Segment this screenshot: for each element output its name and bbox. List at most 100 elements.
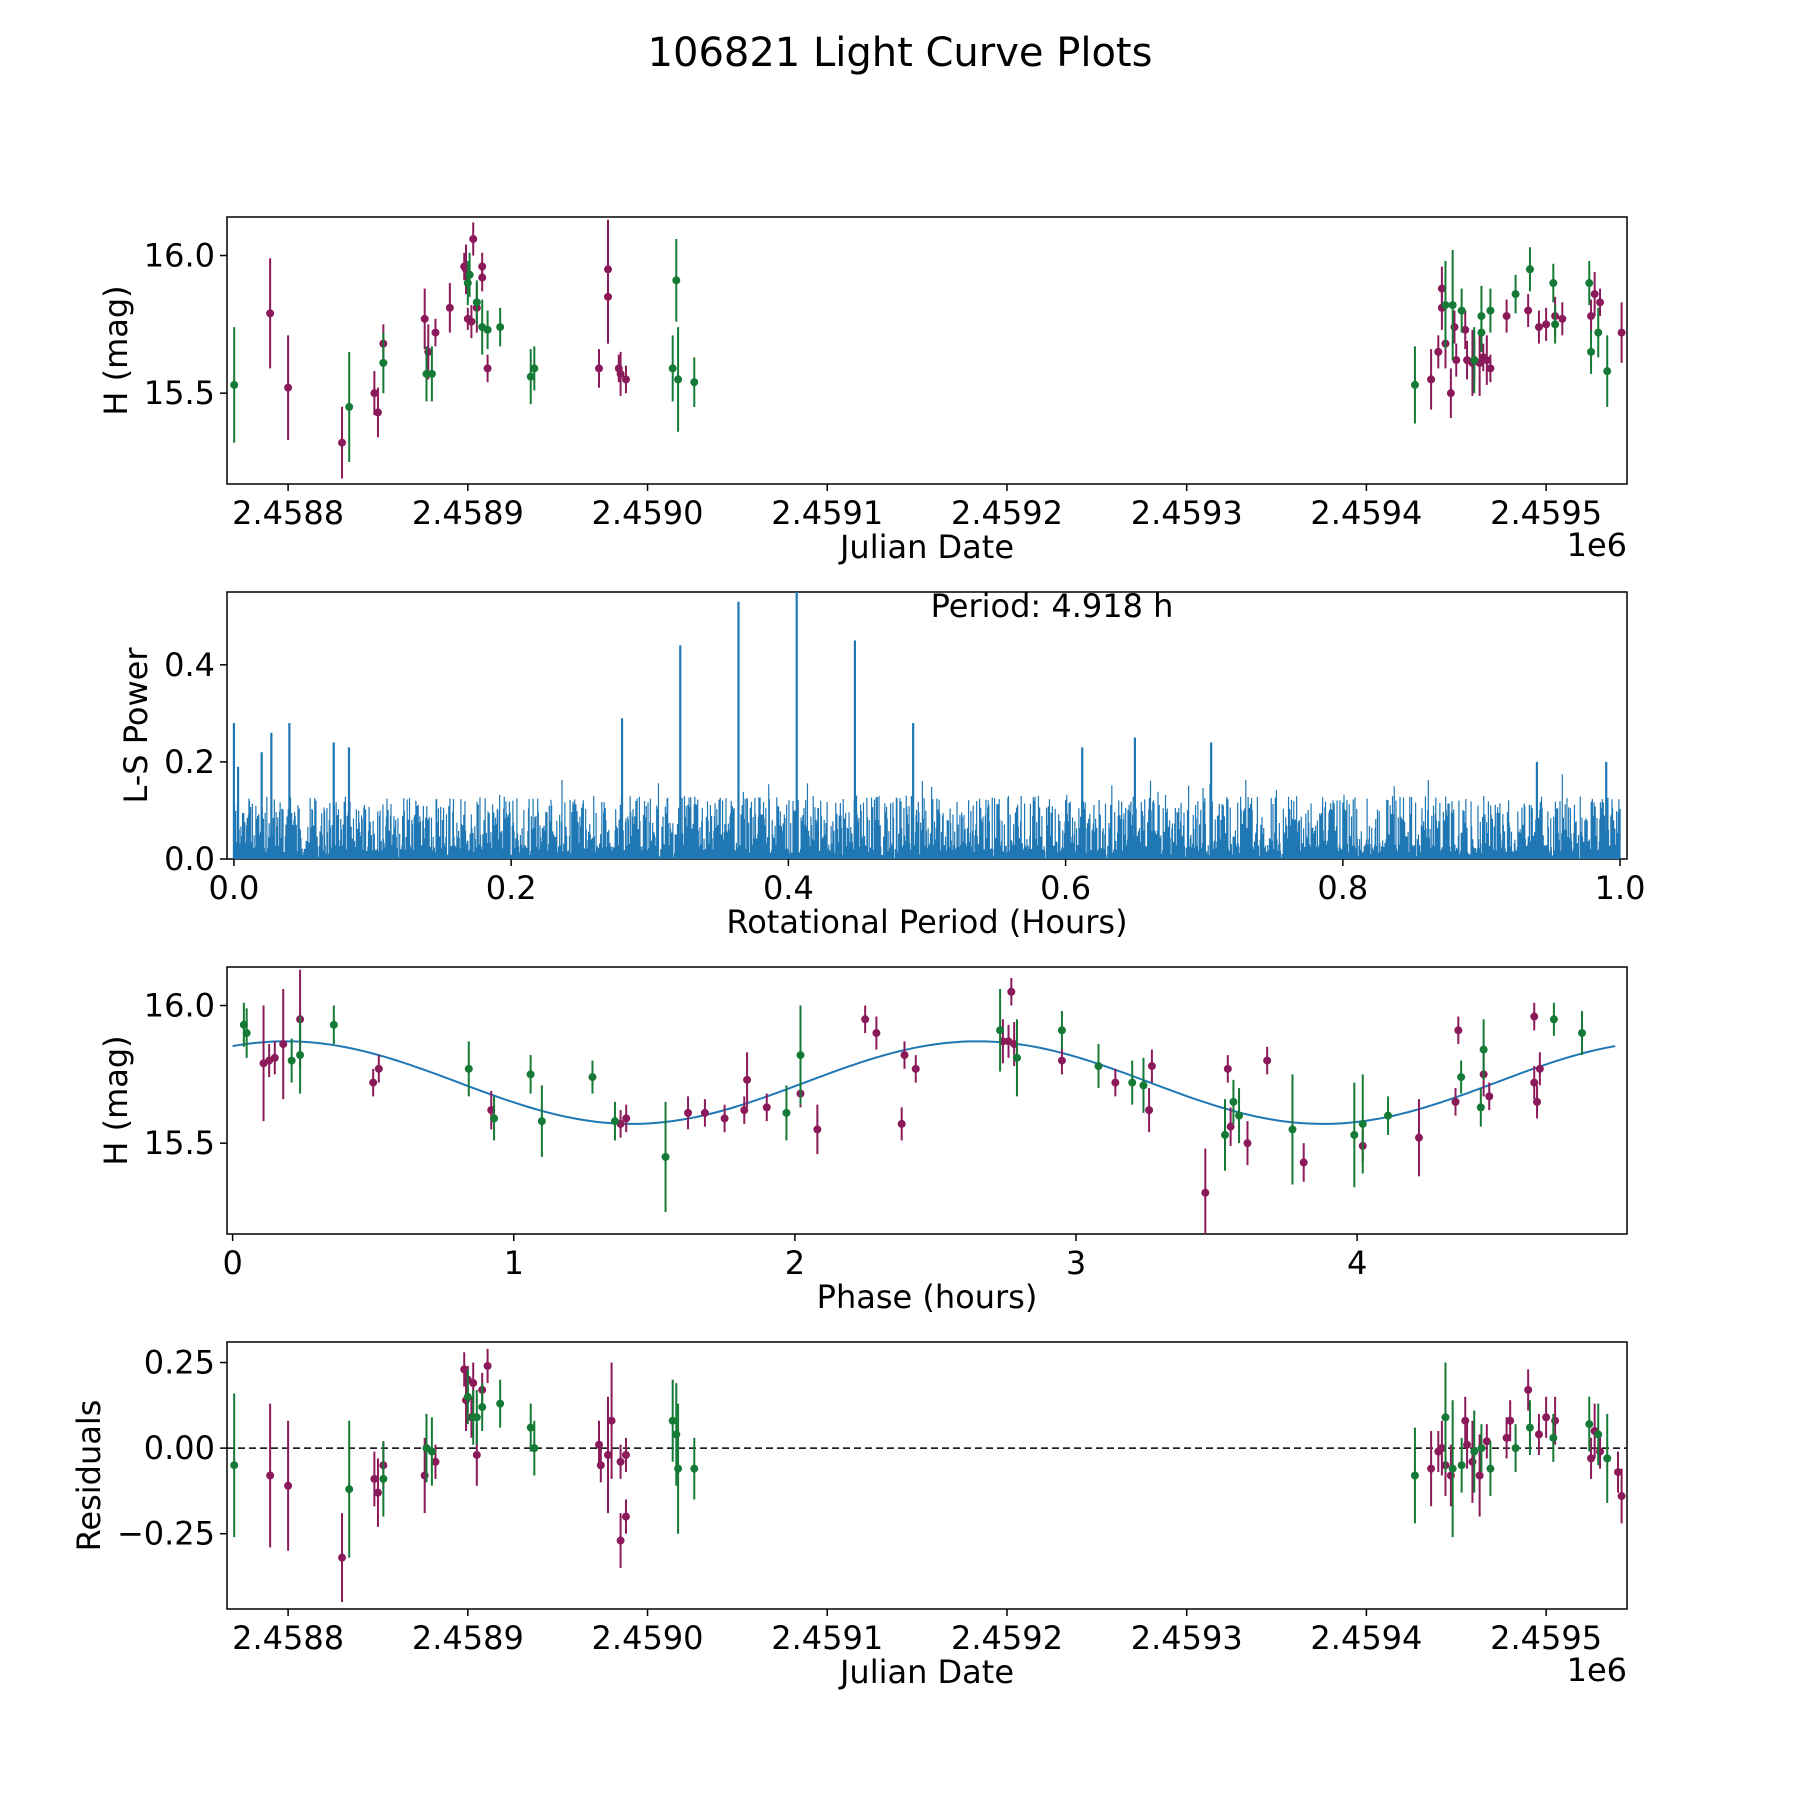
x-tick-label: 0 <box>222 1244 242 1282</box>
data-point <box>1535 1064 1544 1073</box>
data-point <box>621 1450 630 1459</box>
data-point <box>1594 328 1603 337</box>
data-point <box>661 1152 670 1161</box>
series-1 <box>259 969 1544 1234</box>
data-point <box>1524 306 1533 315</box>
data-point <box>1525 1423 1534 1432</box>
x-tick-label: 2.4588 <box>232 494 344 532</box>
data-point <box>483 364 492 373</box>
data-point <box>1226 1122 1235 1131</box>
data-point <box>1524 1385 1533 1394</box>
data-point <box>1414 1133 1423 1142</box>
y-axis-label: H (mag) <box>97 1035 135 1165</box>
data-point <box>370 389 379 398</box>
y-tick-label: 0.25 <box>144 1344 215 1382</box>
data-point <box>1201 1188 1210 1197</box>
data-point <box>684 1108 693 1117</box>
data-point <box>420 1471 429 1480</box>
series-2 <box>230 239 1612 462</box>
data-point <box>616 369 625 378</box>
data-point <box>607 1416 616 1425</box>
data-point <box>1410 1471 1419 1480</box>
data-point <box>1350 1130 1359 1139</box>
x-tick-label: 2.4592 <box>951 494 1063 532</box>
data-point <box>743 1075 752 1084</box>
data-point <box>1475 1471 1484 1480</box>
x-tick-label: 2.4595 <box>1490 494 1602 532</box>
data-point <box>270 1053 279 1062</box>
x-offset-label: 1e6 <box>1567 526 1627 564</box>
x-tick-label: 2.4593 <box>1131 1619 1243 1657</box>
data-point <box>1551 320 1560 329</box>
x-tick-label: 1.0 <box>1595 869 1646 907</box>
data-point <box>1551 1416 1560 1425</box>
series-2 <box>239 989 1587 1212</box>
data-point <box>1511 290 1520 299</box>
data-point <box>1590 290 1599 299</box>
data-point <box>483 325 492 334</box>
data-point <box>1477 1444 1486 1453</box>
plot-area <box>230 219 1626 479</box>
data-point <box>1111 1078 1120 1087</box>
data-point <box>622 1114 631 1123</box>
data-point <box>672 1430 681 1439</box>
data-point <box>420 314 429 323</box>
data-point <box>1558 314 1567 323</box>
data-point <box>1463 1440 1472 1449</box>
data-point <box>284 383 293 392</box>
data-point <box>373 1488 382 1497</box>
data-point <box>496 1399 505 1408</box>
data-point <box>668 364 677 373</box>
data-point <box>1486 1464 1495 1473</box>
panel-residuals: Julian Date Residuals 1e6 2.4588 2.4589 2.… <box>70 1341 1628 1691</box>
periodogram-noise-line <box>233 774 1621 859</box>
data-point <box>1596 1447 1605 1456</box>
y-tick-label: 0.0 <box>164 840 215 878</box>
data-point <box>1288 1125 1297 1134</box>
y-tick-label: 16.0 <box>144 237 215 275</box>
data-point <box>1145 1106 1154 1115</box>
x-tick-label: 2.4595 <box>1490 1619 1602 1657</box>
y-axis-label: L-S Power <box>117 647 155 804</box>
data-point <box>370 1474 379 1483</box>
y-tick-label: 0.2 <box>164 743 215 781</box>
panel-periodogram: Period: 4.918 h Rotational Period (Hours… <box>117 587 1646 941</box>
data-point <box>1603 367 1612 376</box>
data-point <box>445 303 454 312</box>
x-tick-label: 1 <box>504 1244 524 1282</box>
x-tick-label: 2.4592 <box>951 1619 1063 1657</box>
data-point <box>872 1029 881 1038</box>
data-point <box>284 1481 293 1490</box>
data-point <box>796 1051 805 1060</box>
data-point <box>1441 301 1450 310</box>
data-point <box>537 1117 546 1126</box>
data-point <box>526 372 535 381</box>
x-tick-label: 2.4591 <box>771 494 883 532</box>
axes-frame <box>226 1341 1628 1610</box>
data-point <box>1578 1029 1587 1038</box>
data-point <box>279 1040 288 1049</box>
data-point <box>1596 298 1605 307</box>
data-point <box>1452 356 1461 365</box>
plot-area <box>239 969 1587 1234</box>
data-point <box>861 1015 870 1024</box>
data-point <box>242 1029 251 1038</box>
data-point <box>1147 1062 1156 1071</box>
x-tick-label: 2.4593 <box>1131 494 1243 532</box>
data-point <box>1457 1461 1466 1470</box>
data-point <box>1229 1097 1238 1106</box>
x-offset-label: 1e6 <box>1567 1651 1627 1689</box>
data-point <box>1603 1454 1612 1463</box>
x-tick-label: 3 <box>1066 1244 1086 1282</box>
data-point <box>1235 1111 1244 1120</box>
data-point <box>897 1119 906 1128</box>
data-point <box>427 369 436 378</box>
x-tick-label: 0.0 <box>208 869 259 907</box>
period-annotation: Period: 4.918 h <box>931 587 1174 625</box>
data-point <box>911 1064 920 1073</box>
y-tick-label: 0.4 <box>164 646 215 684</box>
data-point <box>1486 364 1495 373</box>
data-point <box>465 270 474 279</box>
data-point <box>1617 1492 1626 1501</box>
data-point <box>1057 1026 1066 1035</box>
